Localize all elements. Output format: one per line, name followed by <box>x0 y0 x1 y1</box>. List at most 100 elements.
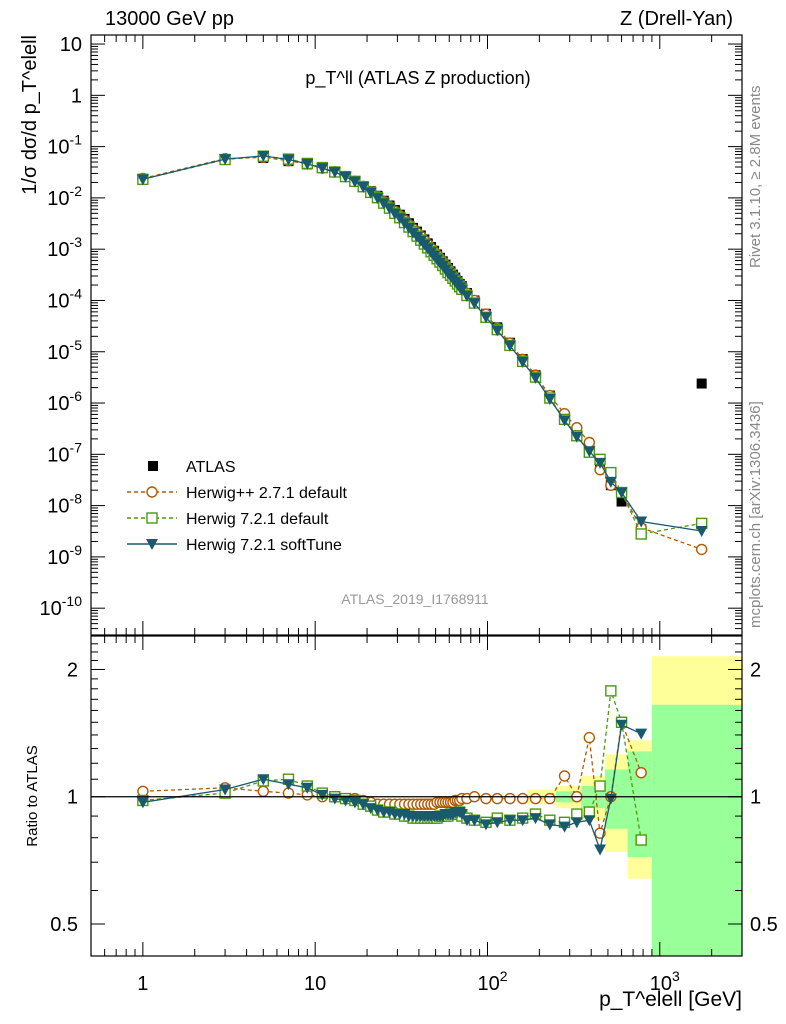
main-point-soft <box>357 182 370 194</box>
y-tick-label: 10-3 <box>47 234 82 261</box>
ratio-point-soft <box>219 784 232 796</box>
legend-label: Herwig 7.2.1 softTune <box>186 537 342 554</box>
legend-label: Herwig 7.2.1 default <box>186 511 329 528</box>
ratio-point-hpp <box>558 770 571 782</box>
x-axis-title: p_T^elell [GeV] <box>599 988 742 1011</box>
legend-marker-h721 <box>146 512 158 524</box>
main-point-soft <box>491 325 504 337</box>
ratio-point-soft <box>635 728 648 740</box>
main-point-soft <box>348 176 361 188</box>
ratio-point-soft <box>301 782 314 794</box>
main-point-soft <box>257 150 270 162</box>
ratio-point-soft <box>516 815 529 827</box>
main-point-hpp <box>583 436 596 449</box>
y-tick-label: 10-1 <box>47 132 82 159</box>
process-label-left: 13000 GeV pp <box>105 8 234 30</box>
main-frame <box>90 34 743 636</box>
uncertainty-band-green <box>651 704 742 956</box>
ratio-y-tick-label: 0.5 <box>50 914 78 936</box>
ratio-point-hpp <box>635 766 647 779</box>
y-tick-label: 10-6 <box>47 388 82 415</box>
y-tick-label: 10 <box>60 34 82 56</box>
ratio-point-hpp <box>491 792 503 805</box>
main-point-soft <box>604 476 617 488</box>
main-point-h721 <box>635 528 647 540</box>
ratio-point-soft <box>136 797 149 809</box>
main-point-soft <box>558 415 571 427</box>
ratio-point-hpp <box>504 792 516 805</box>
ratio-point-soft <box>316 789 329 801</box>
ratio-point-h721 <box>635 834 647 846</box>
main-point-soft <box>503 340 516 352</box>
ratio-y-tick-label-right: 2 <box>750 659 761 681</box>
main-point-soft <box>529 372 542 384</box>
ratio-point-hpp <box>544 792 556 805</box>
ratio-point-h721 <box>594 780 606 792</box>
ratio-y-tick-label-right: 1 <box>750 787 761 809</box>
main-point-soft <box>316 163 329 175</box>
legend-label: Herwig++ 2.7.1 default <box>186 485 348 502</box>
legend-marker-soft <box>146 539 158 550</box>
ratio-point-hpp <box>257 785 270 798</box>
ratio-point-soft <box>479 819 492 831</box>
ratio-point-soft <box>594 844 607 856</box>
atlas-data-point <box>616 496 627 507</box>
main-line-h721 <box>142 155 702 535</box>
main-point-soft <box>364 187 377 199</box>
main-point-soft <box>543 393 556 405</box>
ratio-y-tick-label: 1 <box>67 787 78 809</box>
legend-marker-hpp <box>146 486 158 498</box>
ratio-y-axis-title: Ratio to ATLAS <box>24 745 41 846</box>
main-point-soft <box>516 357 529 369</box>
main-point-soft <box>455 284 468 296</box>
x-tick-label: 1 <box>137 973 148 995</box>
main-point-soft <box>301 158 314 170</box>
main-point-soft <box>570 431 583 443</box>
ratio-point-h721 <box>605 685 617 697</box>
y-tick-label: 10-7 <box>47 439 82 466</box>
ratio-point-soft <box>583 815 596 827</box>
ratio-point-hpp <box>583 731 596 744</box>
main-point-soft <box>594 457 607 469</box>
legend-label: ATLAS <box>186 459 236 476</box>
main-point-soft <box>615 487 628 499</box>
main-point-soft <box>479 312 492 324</box>
ratio-point-hpp <box>516 792 529 805</box>
ratio-y-tick-label-right: 0.5 <box>750 914 778 936</box>
main-point-soft <box>583 446 596 458</box>
main-point-soft <box>328 166 341 178</box>
y-tick-label: 10-4 <box>47 285 82 312</box>
ratio-point-soft <box>468 815 481 827</box>
ratio-frame <box>90 635 743 957</box>
atlas-data-point <box>696 378 707 389</box>
main-point-soft <box>460 291 473 303</box>
ratio-point-soft <box>615 719 628 731</box>
ratio-point-soft <box>282 779 295 791</box>
main-point-hpp <box>695 543 708 556</box>
ratio-y-tick-label: 2 <box>67 659 78 681</box>
ratio-point-soft <box>558 821 571 833</box>
chart-title: p_T^ll (ATLAS Z production) <box>305 68 530 89</box>
process-label-right: Z (Drell-Yan) <box>620 8 733 30</box>
ratio-point-hpp <box>529 792 542 805</box>
y-tick-label: 10-2 <box>47 183 82 210</box>
ratio-point-soft <box>503 815 516 827</box>
main-point-soft <box>219 154 232 166</box>
ratio-point-soft <box>570 817 583 829</box>
main-point-soft <box>371 193 384 205</box>
ratio-point-soft <box>491 817 504 829</box>
y-tick-label: 10-9 <box>47 542 82 569</box>
main-point-soft <box>282 154 295 166</box>
ratio-point-soft <box>543 819 556 831</box>
y-axis-title: 1/σ dσ/d p_T^elell <box>19 35 41 195</box>
y-tick-label: 1 <box>71 85 82 107</box>
main-point-soft <box>339 171 352 183</box>
main-point-soft <box>695 525 708 537</box>
ratio-point-soft <box>455 809 468 821</box>
legend-marker-atlas <box>148 461 158 471</box>
ratio-point-soft <box>529 813 542 825</box>
ratio-point-soft <box>339 795 352 807</box>
analysis-name: ATLAS_2019_I1768911 <box>341 591 489 607</box>
ratio-point-soft <box>357 799 370 811</box>
